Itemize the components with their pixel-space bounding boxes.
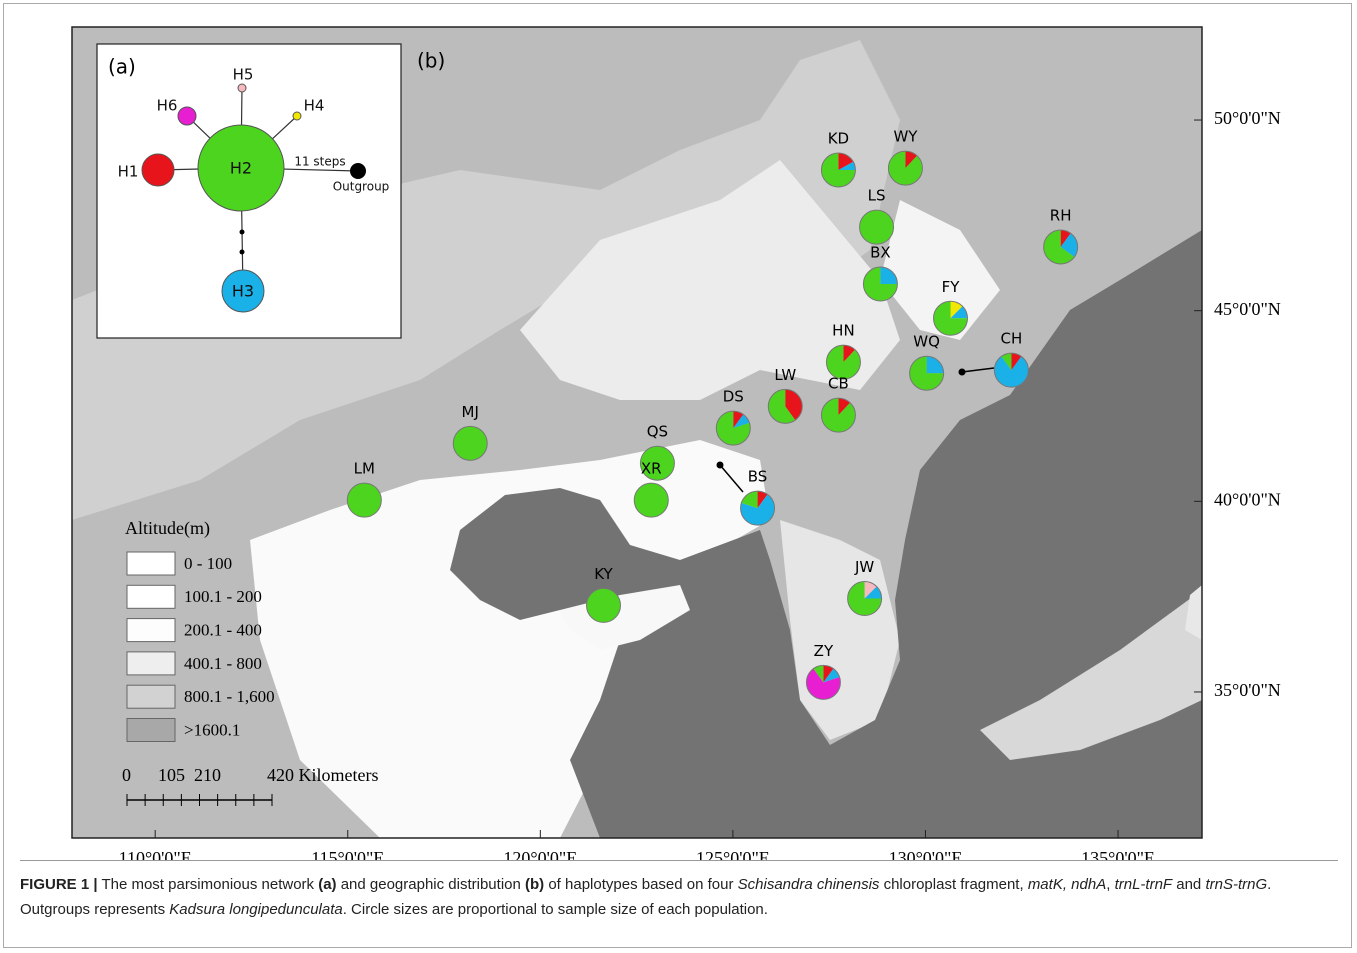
population-label: KD	[828, 129, 849, 147]
population-label: MJ	[462, 403, 479, 421]
scale-label: 105	[158, 765, 185, 785]
population-label: LW	[774, 366, 796, 384]
node-label: H6	[157, 97, 178, 115]
caption-segment: (a)	[318, 876, 336, 893]
node-label: Outgroup	[333, 180, 390, 194]
x-tick-label: 120°0'0"E	[503, 848, 577, 860]
legend-swatch	[127, 719, 175, 742]
legend-swatch	[127, 685, 175, 708]
population-label: HN	[832, 322, 855, 340]
caption-segment: ndhA	[1071, 876, 1106, 893]
x-tick-label: 125°0'0"E	[696, 848, 770, 860]
population-pie: WY	[888, 128, 922, 186]
y-tick-label: 40°0'0"N	[1214, 489, 1281, 509]
population-label: LM	[354, 460, 375, 478]
caption-segment: FIGURE 1 |	[20, 876, 98, 893]
population-label: LS	[868, 187, 886, 205]
legend-title: Altitude(m)	[125, 518, 210, 539]
scale-label: 210	[194, 765, 221, 785]
node-label: H2	[230, 159, 252, 178]
x-tick-label: 115°0'0"E	[311, 848, 384, 860]
legend-label: 800.1 - 1,600	[184, 687, 275, 706]
y-tick-label: 45°0'0"N	[1214, 299, 1281, 319]
node-label: H5	[233, 66, 254, 84]
legend-label: 400.1 - 800	[184, 654, 262, 673]
panel-label: (b)	[417, 49, 445, 73]
node-label: H3	[232, 282, 254, 301]
scale-label: 0	[122, 765, 131, 785]
divider	[20, 860, 1338, 861]
legend-swatch	[127, 652, 175, 675]
legend-swatch	[127, 585, 175, 608]
x-tick-label: 110°0'0"E	[119, 848, 192, 860]
x-tick-label: 135°0'0"E	[1081, 848, 1155, 860]
node-label: H1	[118, 163, 139, 181]
caption-segment: and	[1172, 876, 1205, 893]
scale-label: 420 Kilometers	[267, 765, 378, 785]
x-tick-label: 130°0'0"E	[889, 848, 963, 860]
population-label: WQ	[913, 333, 940, 351]
population-label: XR	[641, 460, 662, 478]
population-label: CB	[828, 375, 849, 393]
caption-segment: of haplotypes based on four	[544, 876, 737, 893]
caption-segment: . Circle sizes are proportional to sampl…	[343, 901, 768, 918]
edge-label: 11 steps	[294, 155, 345, 169]
population-label: CH	[1000, 330, 1022, 348]
y-tick-label: 35°0'0"N	[1214, 680, 1281, 700]
population-label: FY	[942, 278, 961, 296]
caption-segment: and geographic distribution	[337, 876, 525, 893]
caption-segment: trnL-trnF	[1115, 876, 1173, 893]
population-label: KY	[594, 565, 613, 583]
caption-segment: trnS-trnG	[1205, 876, 1267, 893]
site-dot	[959, 369, 966, 376]
population-label: DS	[723, 388, 744, 406]
node-label: H4	[304, 97, 325, 115]
caption-segment: Schisandra chinensis	[738, 876, 880, 893]
panel-label: (a)	[108, 55, 136, 79]
population-pie: WQ	[910, 333, 944, 391]
legend-label: 200.1 - 400	[184, 621, 262, 640]
population-label: BX	[870, 243, 891, 261]
legend-label: 0 - 100	[184, 554, 232, 573]
caption-segment: chloroplast fragment,	[879, 876, 1027, 893]
legend-swatch	[127, 619, 175, 642]
caption-segment: The most parsimonious network	[98, 876, 319, 893]
caption-segment: matK,	[1028, 876, 1067, 893]
population-label: BS	[748, 468, 768, 486]
caption-segment: (b)	[525, 876, 544, 893]
site-dot	[717, 462, 724, 469]
population-label: WY	[893, 128, 918, 146]
caption-segment: Kadsura longipedunculata	[169, 901, 342, 918]
y-tick-label: 50°0'0"N	[1214, 108, 1281, 128]
map: (b) KD WY LS RH BX FY HN WQ CH LW CB DS MJ QS XR LM BS KY…	[0, 0, 1357, 860]
population-label: JW	[854, 558, 874, 576]
population-label: QS	[647, 423, 668, 441]
legend-label: 100.1 - 200	[184, 587, 262, 606]
population-label: ZY	[814, 642, 834, 660]
legend-label: >1600.1	[184, 720, 240, 739]
legend-swatch	[127, 552, 175, 575]
caption: FIGURE 1 | The most parsimonious network…	[20, 872, 1340, 922]
caption-segment: ,	[1106, 876, 1114, 893]
population-label: RH	[1050, 207, 1072, 225]
network-inset: (a) H1 H2 H3 H4 H5 H6 Outgroup 11 steps	[97, 44, 401, 338]
